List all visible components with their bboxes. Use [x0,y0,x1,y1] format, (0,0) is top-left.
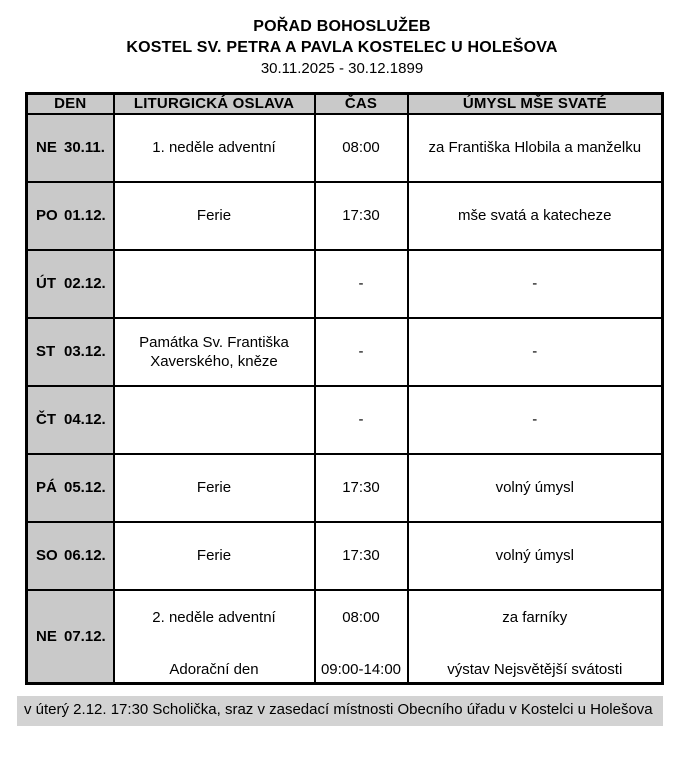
intention-line-2: výstav Nejsvětější svátosti [447,660,623,678]
day-abbr: NE [36,139,57,156]
schedule-row-ut-02-12: ÚT 02.12. - - [25,248,664,319]
day-date: 05.12. [64,479,106,496]
schedule-row-ne-30-11: NE 30.11. 1. neděle adventní 08:00 za Fra… [25,112,664,183]
col-header-cas: ČAS [313,92,409,115]
time-cell: 17:30 [313,520,409,591]
footer-note: v úterý 2.12. 17:30 Scholička, sraz v za… [17,696,663,726]
celebration-cell [112,248,316,319]
intention-cell: - [406,384,664,455]
church-name: KOSTEL SV. PETRA A PAVLA KOSTELEC U HOLE… [126,39,558,56]
celebration-line-1: 2. neděle adventní [152,608,276,626]
time-cell: 17:30 [313,180,409,251]
time-line-1: 08:00 [342,608,380,626]
celebration-cell: Ferie [112,180,316,251]
day-abbr: ST [36,343,56,360]
celebration-cell: 1. neděle adventní [112,112,316,183]
intention-cell: - [406,316,664,387]
intention-cell: - [406,248,664,319]
schedule-row-ct-04-12: ČT 04.12. - - [25,384,664,455]
day-cell: ČT 04.12. [25,384,115,455]
day-date: 03.12. [64,343,106,360]
time-cell: 17:30 [313,452,409,523]
date-range: 30.11.2025 - 30.12.1899 [260,60,424,77]
col-header-den: DEN [25,92,115,115]
schedule-row-pa-05-12: PÁ 05.12. Ferie 17:30 volný úmysl [25,452,664,523]
schedule-row-st-03-12: ST 03.12. Památka Sv. Františka Xaverskéh… [25,316,664,387]
day-cell: ST 03.12. [25,316,115,387]
time-line-2: 09:00-14:00 [320,660,402,678]
day-abbr: ČT [36,411,56,428]
intention-cell: za farníky výstav Nejsvětější svátosti [406,588,664,685]
day-date: 01.12. [64,207,106,224]
time-cell: - [313,316,409,387]
intention-cell: mše svatá a katecheze [406,180,664,251]
celebration-cell: Památka Sv. Františka Xaverského, kněze [112,316,316,387]
title-block: POŘAD BOHOSLUŽEB KOSTEL SV. PETRA A PAVL… [0,0,684,79]
day-abbr: PÁ [36,479,57,496]
celebration-cell: Ferie [112,520,316,591]
time-cell: 08:00 [313,112,409,183]
day-date: 02.12. [64,275,106,292]
schedule-row-so-06-12: SO 06.12. Ferie 17:30 volný úmysl [25,520,664,591]
celebration-cell [112,384,316,455]
time-cell: - [313,248,409,319]
day-cell: SO 06.12. [25,520,115,591]
day-cell: NE 30.11. [25,112,115,183]
time-cell: - [313,384,409,455]
intention-line-1: za farníky [502,608,568,626]
celebration-cell: Ferie [112,452,316,523]
col-header-umysl: ÚMYSL MŠE SVATÉ [406,92,664,115]
celebration-cell: 2. neděle adventní Adorační den [112,588,316,685]
schedule-table: DEN LITURGICKÁ OSLAVA ČAS ÚMYSL MŠE SVAT… [25,92,664,685]
schedule-row-po-01-12: PO 01.12. Ferie 17:30 mše svatá a kateche… [25,180,664,251]
header-row: DEN LITURGICKÁ OSLAVA ČAS ÚMYSL MŠE SVAT… [25,92,664,115]
day-cell: PÁ 05.12. [25,452,115,523]
day-date: 06.12. [64,547,106,564]
day-cell: NE 07.12. [25,588,115,685]
day-cell: PO 01.12. [25,180,115,251]
celebration-line-2: Adorační den [169,660,259,678]
intention-cell: za Františka Hlobila a manželku [406,112,664,183]
schedule-row-ne-07-12: NE 07.12. 2. neděle adventní Adorační den… [25,588,664,685]
day-date: 07.12. [64,627,106,645]
time-cell: 08:00 09:00-14:00 [313,588,409,685]
intention-cell: volný úmysl [406,452,664,523]
day-abbr: ÚT [36,275,56,292]
day-abbr: NE [36,627,57,645]
intention-cell: volný úmysl [406,520,664,591]
day-abbr: SO [36,547,58,564]
day-cell: ÚT 02.12. [25,248,115,319]
day-abbr: PO [36,207,58,224]
day-date: 30.11. [64,139,105,156]
page-title: POŘAD BOHOSLUŽEB [253,18,431,35]
day-date: 04.12. [64,411,106,428]
col-header-oslava: LITURGICKÁ OSLAVA [112,92,316,115]
